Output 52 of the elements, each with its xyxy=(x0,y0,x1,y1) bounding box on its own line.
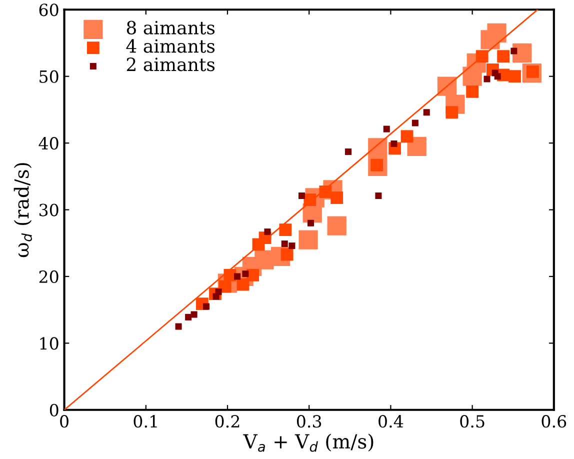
point xyxy=(288,242,296,250)
point xyxy=(175,323,182,330)
y-tick-label: 40 xyxy=(38,137,58,150)
legend-label: 4 aimants xyxy=(126,39,215,53)
x-axis-title: V$_{a}$ + V$_{d}$ (m/s) xyxy=(243,434,374,452)
point xyxy=(446,106,458,119)
x-tick-label: 0.2 xyxy=(215,415,240,428)
point xyxy=(298,230,318,250)
point xyxy=(345,148,352,155)
point xyxy=(508,70,521,83)
x-tick-label: 0.5 xyxy=(460,415,484,428)
point xyxy=(298,192,306,200)
point xyxy=(246,268,260,282)
point xyxy=(412,120,418,126)
point xyxy=(368,138,388,158)
point xyxy=(510,48,518,54)
point xyxy=(497,50,510,63)
y-tick-label: 10 xyxy=(40,337,58,350)
point xyxy=(281,240,288,248)
point xyxy=(330,192,344,204)
point xyxy=(484,76,490,82)
point xyxy=(383,126,390,132)
point xyxy=(203,303,210,310)
x-tick-label: 0 xyxy=(60,415,68,428)
point xyxy=(264,228,271,236)
y-tick-label: 50 xyxy=(40,70,58,83)
point xyxy=(512,43,532,63)
x-tick-label: 0.4 xyxy=(378,415,404,428)
x-tick-label: 0.1 xyxy=(134,415,157,428)
point xyxy=(307,220,314,226)
point xyxy=(234,273,241,280)
point xyxy=(375,192,382,200)
y-axis-title: ω$_{d}$ (rad/s) xyxy=(14,163,32,258)
point xyxy=(487,23,506,43)
point xyxy=(190,311,198,318)
x-tick-label: 0.6 xyxy=(542,415,566,428)
y-tick-label: 30 xyxy=(39,204,58,216)
point xyxy=(466,85,479,98)
y-tick-label: 60 xyxy=(39,4,58,16)
x-tick-label: 0.3 xyxy=(296,415,322,428)
legend-label: 8 aimants xyxy=(126,20,215,34)
point xyxy=(327,216,346,236)
point xyxy=(423,109,430,116)
y-tick-label: 20 xyxy=(39,270,58,284)
point xyxy=(494,73,501,80)
point xyxy=(279,224,292,236)
point xyxy=(407,136,426,156)
y-tick-label: 0 xyxy=(50,404,58,416)
legend-label: 2 aimants xyxy=(126,58,215,72)
point xyxy=(185,314,192,320)
point xyxy=(390,140,398,147)
point xyxy=(400,130,414,143)
